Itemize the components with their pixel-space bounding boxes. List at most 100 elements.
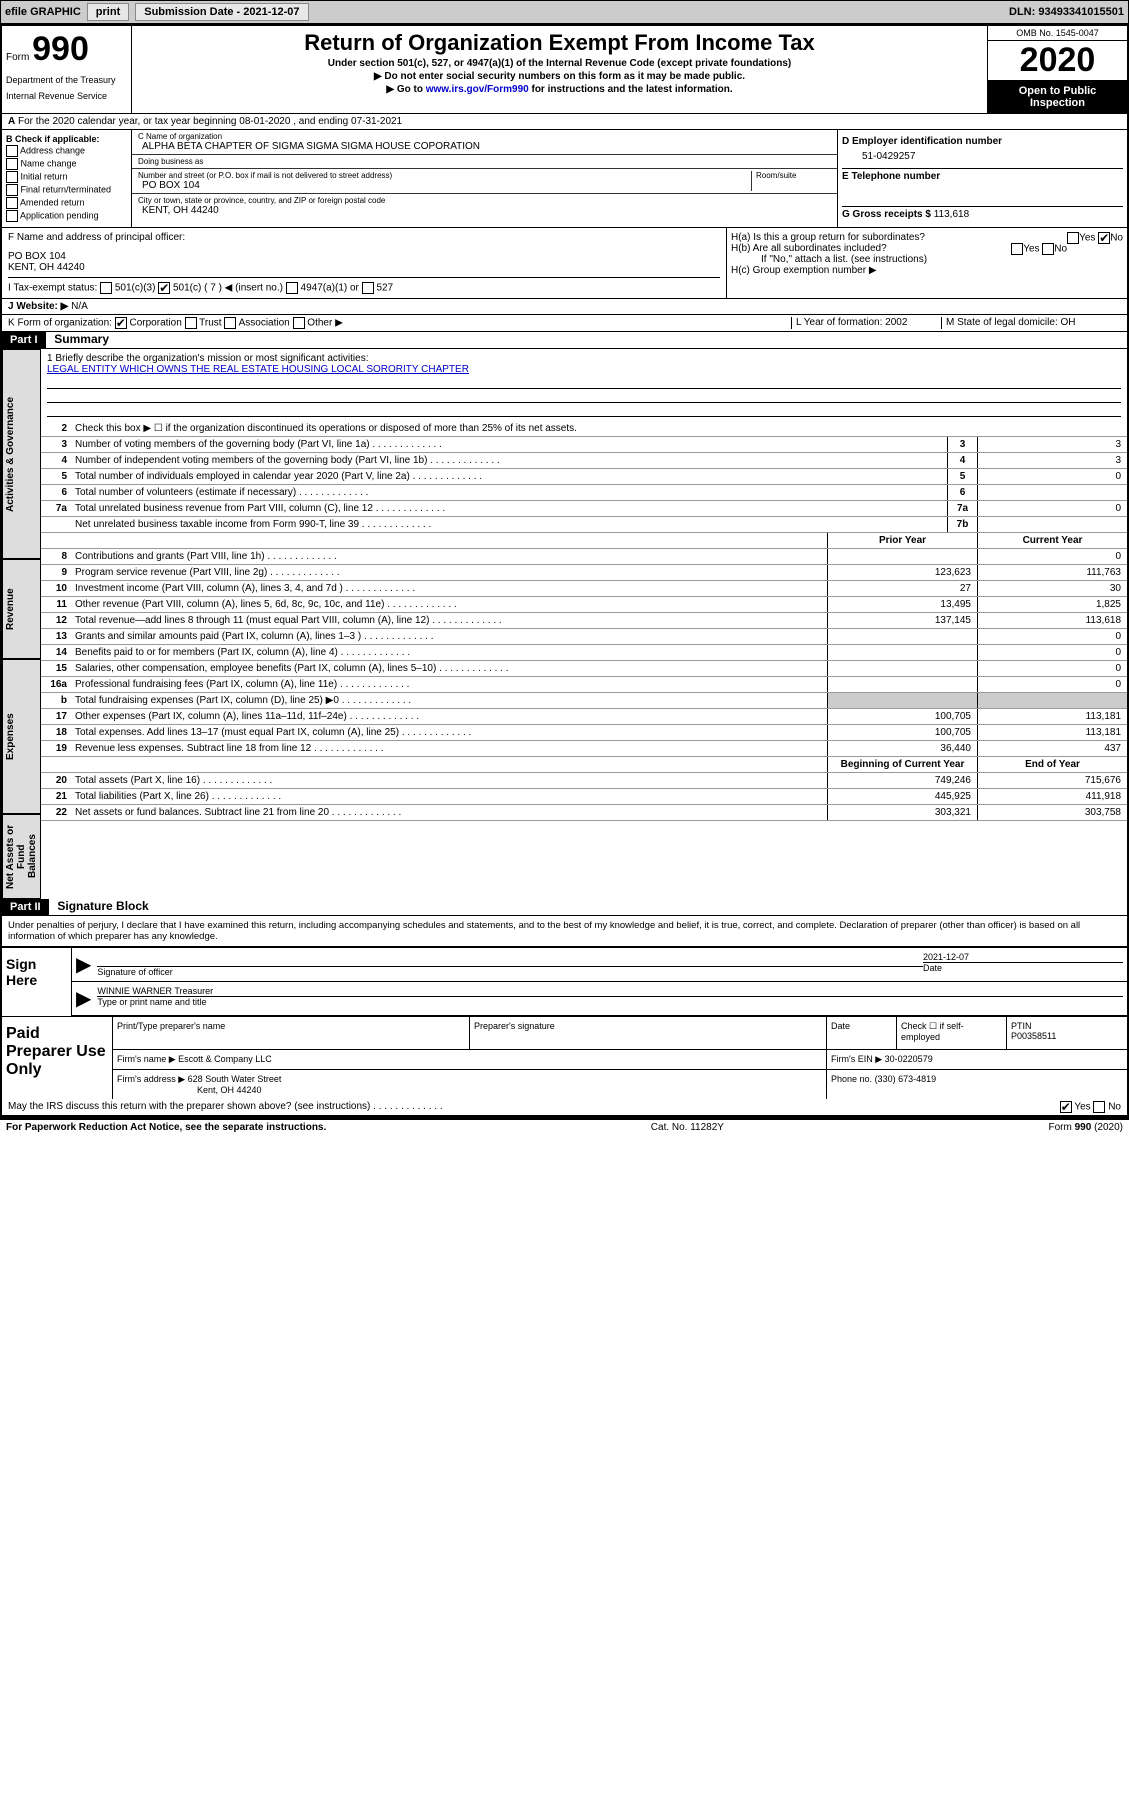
gov-row: 6Total number of volunteers (estimate if…	[41, 485, 1127, 501]
data-row: 10Investment income (Part VIII, column (…	[41, 581, 1127, 597]
dln-label: DLN: 93493341015501	[1009, 6, 1124, 18]
gov-row: 4Number of independent voting members of…	[41, 453, 1127, 469]
dept-irs: Internal Revenue Service	[6, 91, 127, 101]
data-row: 17Other expenses (Part IX, column (A), l…	[41, 709, 1127, 725]
cb-other[interactable]	[293, 317, 305, 329]
data-row: 21Total liabilities (Part X, line 26)445…	[41, 789, 1127, 805]
arrow-icon: ▶	[76, 986, 91, 1011]
data-row: 8Contributions and grants (Part VIII, li…	[41, 549, 1127, 565]
line-a: A For the 2020 calendar year, or tax yea…	[2, 114, 1127, 130]
data-row: 14Benefits paid to or for members (Part …	[41, 645, 1127, 661]
line-2: 2Check this box ▶ ☐ if the organization …	[41, 421, 1127, 437]
part2-header: Part II Signature Block	[2, 899, 1127, 916]
submission-date: Submission Date - 2021-12-07	[135, 3, 308, 21]
cb-assoc[interactable]	[224, 317, 236, 329]
gross-receipts: 113,618	[934, 209, 969, 220]
part1-header: Part I Summary	[2, 332, 1127, 349]
dept-treasury: Department of the Treasury	[6, 75, 127, 85]
cb-final[interactable]: Final return/terminated	[6, 184, 127, 196]
check-b-heading: B Check if applicable:	[6, 134, 100, 144]
subtitle-3: ▶ Go to www.irs.gov/Form990 for instruct…	[136, 84, 983, 95]
tax-status-label: I Tax-exempt status:	[8, 283, 97, 294]
cb-501c[interactable]	[158, 282, 170, 294]
topbar: efile GRAPHIC print Submission Date - 20…	[0, 0, 1129, 24]
vtab-revenue: Revenue	[2, 559, 41, 659]
org-name-row: C Name of organizationALPHA BETA CHAPTER…	[132, 130, 837, 155]
subtitle-1: Under section 501(c), 527, or 4947(a)(1)…	[136, 58, 983, 69]
cb-discuss-no[interactable]	[1093, 1101, 1105, 1113]
website-value: N/A	[71, 301, 88, 312]
dba-row: Doing business as	[132, 155, 837, 169]
cb-initial[interactable]: Initial return	[6, 171, 127, 183]
cb-discuss-yes[interactable]	[1060, 1101, 1072, 1113]
print-button[interactable]: print	[87, 3, 129, 21]
net-headers: Beginning of Current YearEnd of Year	[41, 757, 1127, 773]
officer-addr1: PO BOX 104	[8, 251, 720, 262]
cb-527[interactable]	[362, 282, 374, 294]
cb-501c3[interactable]	[100, 282, 112, 294]
data-row: 12Total revenue—add lines 8 through 11 (…	[41, 613, 1127, 629]
cb-corp[interactable]	[115, 317, 127, 329]
sign-date: 2021-12-07	[923, 952, 1123, 962]
data-row: 18Total expenses. Add lines 13–17 (must …	[41, 725, 1127, 741]
cb-address[interactable]: Address change	[6, 145, 127, 157]
org-city: KENT, OH 44240	[142, 205, 385, 216]
ein-value: 51-0429257	[842, 147, 1123, 166]
form-frame: Form 990 Department of the Treasury Inte…	[0, 24, 1129, 1118]
org-address: PO BOX 104	[142, 180, 731, 191]
data-row: 11Other revenue (Part VIII, column (A), …	[41, 597, 1127, 613]
state-domicile: OH	[1061, 317, 1076, 328]
summary-body: Activities & Governance Revenue Expenses…	[2, 349, 1127, 899]
instructions-link[interactable]: www.irs.gov/Form990	[426, 84, 529, 95]
gov-row: 3Number of voting members of the governi…	[41, 437, 1127, 453]
form-label: Form	[6, 52, 29, 63]
cb-amended[interactable]: Amended return	[6, 197, 127, 209]
cb-pending[interactable]: Application pending	[6, 210, 127, 222]
firm-name: Escott & Company LLC	[178, 1054, 272, 1064]
sign-here-label: Sign Here	[2, 948, 72, 1016]
mission-label: 1 Briefly describe the organization's mi…	[47, 353, 1121, 364]
data-row: 16aProfessional fundraising fees (Part I…	[41, 677, 1127, 693]
form-header: Form 990 Department of the Treasury Inte…	[2, 26, 1127, 114]
form-number: 990	[32, 30, 89, 68]
data-row: 13Grants and similar amounts paid (Part …	[41, 629, 1127, 645]
firm-addr1: 628 South Water Street	[188, 1074, 282, 1084]
paid-preparer-label: Paid Preparer Use Only	[2, 1017, 112, 1099]
check-b-col: B Check if applicable: Address change Na…	[2, 130, 132, 227]
arrow-icon: ▶	[76, 952, 91, 977]
firm-ein: 30-0220579	[885, 1054, 933, 1064]
main-title: Return of Organization Exempt From Incom…	[136, 30, 983, 56]
cb-name[interactable]: Name change	[6, 158, 127, 170]
cb-4947[interactable]	[286, 282, 298, 294]
vtab-expenses: Expenses	[2, 659, 41, 814]
vtab-netassets: Net Assets or Fund Balances	[2, 814, 41, 899]
org-name: ALPHA BETA CHAPTER OF SIGMA SIGMA SIGMA …	[142, 141, 480, 152]
year-formation: 2002	[885, 317, 907, 328]
data-row: 15Salaries, other compensation, employee…	[41, 661, 1127, 677]
firm-phone: (330) 673-4819	[875, 1074, 937, 1084]
officer-name: WINNIE WARNER Treasurer	[97, 986, 1123, 996]
open-inspection: Open to Public Inspection	[988, 81, 1127, 113]
cb-ha-no[interactable]	[1098, 232, 1110, 244]
subtitle-2: ▶ Do not enter social security numbers o…	[136, 71, 983, 82]
website-row: J Website: ▶ N/A	[2, 299, 1127, 315]
data-row: 20Total assets (Part X, line 16)749,2467…	[41, 773, 1127, 789]
firm-addr2: Kent, OH 44240	[117, 1085, 822, 1095]
mission-text: LEGAL ENTITY WHICH OWNS THE REAL ESTATE …	[47, 364, 1121, 375]
footer-left: For Paperwork Reduction Act Notice, see …	[6, 1122, 326, 1133]
gov-row: Net unrelated business taxable income fr…	[41, 517, 1127, 533]
cb-trust[interactable]	[185, 317, 197, 329]
data-row: 9Program service revenue (Part VIII, lin…	[41, 565, 1127, 581]
sign-section: Sign Here ▶ Signature of officer 2021-12…	[2, 946, 1127, 1016]
year-box: OMB No. 1545-0047 2020 Open to Public In…	[987, 26, 1127, 113]
org-info-col: C Name of organizationALPHA BETA CHAPTER…	[132, 130, 837, 227]
officer-label: F Name and address of principal officer:	[8, 232, 720, 243]
officer-section: F Name and address of principal officer:…	[2, 228, 1127, 299]
gov-row: 5Total number of individuals employed in…	[41, 469, 1127, 485]
vtab-governance: Activities & Governance	[2, 349, 41, 559]
col-headers: Prior YearCurrent Year	[41, 533, 1127, 549]
omb-number: OMB No. 1545-0047	[988, 26, 1127, 41]
data-row: bTotal fundraising expenses (Part IX, co…	[41, 693, 1127, 709]
tax-year: 2020	[988, 41, 1127, 81]
efile-label: efile GRAPHIC	[5, 6, 81, 18]
